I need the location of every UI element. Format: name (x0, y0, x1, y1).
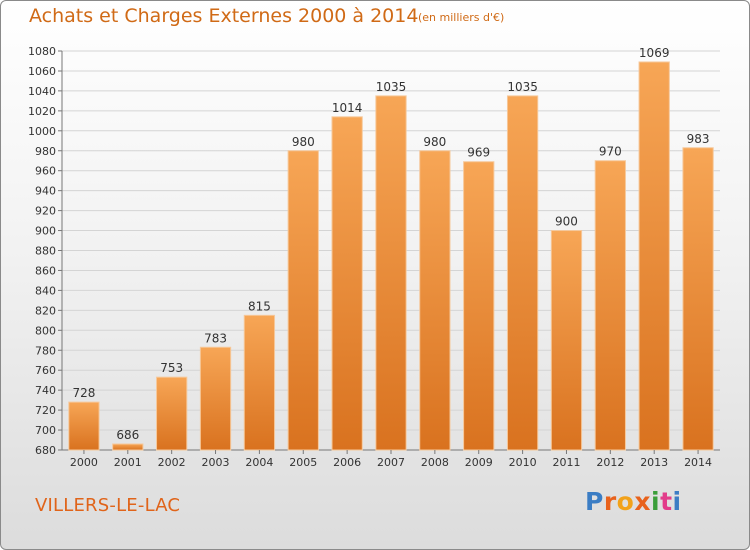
y-tick-label: 820 (35, 304, 56, 317)
y-tick-label: 1040 (28, 85, 56, 98)
bar-value-label: 815 (248, 299, 271, 313)
x-tick-label: 2002 (158, 456, 186, 469)
logo-letter: o (616, 487, 635, 516)
y-tick-label: 1080 (28, 45, 56, 58)
x-tick-label: 2004 (245, 456, 273, 469)
bar-2003 (199, 346, 232, 451)
x-tick-label: 2014 (684, 456, 712, 469)
bar-value-label: 1035 (376, 80, 407, 94)
y-tick-label: 760 (35, 364, 56, 377)
logo-letter: P (585, 487, 604, 516)
bar-value-label: 969 (467, 146, 490, 160)
y-tick-label: 780 (35, 344, 56, 357)
x-axis-ticks: 2000 2001 2002 2003 2004 2005 2006 2007 2008 2009… (70, 450, 712, 469)
bar-2005 (287, 150, 319, 451)
y-tick-label: 940 (35, 185, 56, 198)
bar-2014 (682, 147, 714, 451)
bar-value-label: 970 (599, 145, 622, 159)
y-tick-label: 700 (35, 424, 56, 437)
x-tick-label: 2003 (202, 456, 230, 469)
x-tick-label: 2000 (70, 456, 98, 469)
y-tick-label: 980 (35, 145, 56, 158)
y-tick-label: 900 (35, 225, 56, 238)
x-tick-label: 2008 (421, 456, 449, 469)
bar-2009 (463, 161, 495, 451)
y-tick-label: 740 (35, 384, 56, 397)
y-tick-label: 1020 (28, 105, 56, 118)
y-tick-label: 920 (35, 205, 56, 218)
bar-value-label: 728 (72, 386, 95, 400)
bar-2001 (112, 443, 144, 451)
bar-2007 (375, 95, 407, 451)
bar-2000 (68, 401, 100, 451)
x-tick-label: 2013 (640, 456, 668, 469)
y-tick-label: 1000 (28, 125, 56, 138)
bar-value-label: 1014 (332, 101, 363, 115)
y-axis-ticks: 680 700 720 740 760 780 800 820 840 860 880 900 920 9… (28, 45, 720, 457)
bar-value-label: 1069 (639, 46, 670, 60)
bar-2006 (331, 116, 363, 451)
bar-value-label: 686 (116, 428, 139, 442)
logo-letter: t (660, 487, 673, 516)
bar-2002 (156, 376, 188, 451)
logo-letter: i (651, 487, 661, 516)
bar-2012 (594, 160, 626, 451)
bar-value-label: 980 (292, 135, 315, 149)
bar-value-label: 1035 (507, 80, 538, 94)
bar-value-label: 980 (423, 135, 446, 149)
y-tick-label: 960 (35, 165, 56, 178)
logo-letter: x (634, 487, 651, 516)
y-tick-label: 840 (35, 284, 56, 297)
logo-letter: i (672, 487, 682, 516)
data-labels: 728 686 753 783 815 980 1014 1035 980 969 1035 900 9… (72, 46, 709, 442)
bar-2008 (419, 150, 451, 451)
bar-value-label: 783 (204, 331, 227, 345)
bar-2004 (243, 314, 276, 451)
x-tick-label: 2005 (289, 456, 317, 469)
x-tick-label: 2010 (509, 456, 537, 469)
bars (68, 61, 714, 451)
chart-title: Achats et Charges Externes 2000 à 2014 (29, 5, 419, 27)
x-tick-label: 2011 (552, 456, 580, 469)
y-tick-label: 880 (35, 245, 56, 258)
y-tick-label: 1060 (28, 65, 56, 78)
y-tick-label: 860 (35, 264, 56, 277)
x-tick-label: 2012 (596, 456, 624, 469)
proxiti-logo: Proxiti (585, 487, 682, 516)
y-tick-label: 720 (35, 404, 56, 417)
x-tick-label: 2007 (377, 456, 405, 469)
bar-2013 (638, 61, 670, 451)
logo-letter: r (603, 487, 617, 516)
x-tick-label: 2001 (114, 456, 142, 469)
bar-value-label: 983 (687, 132, 710, 146)
y-tick-label: 680 (35, 444, 56, 457)
bar-2010 (506, 95, 539, 451)
bar-2011 (550, 230, 583, 451)
chart-unit: (en milliers d'€) (418, 11, 505, 24)
x-tick-label: 2006 (333, 456, 361, 469)
bar-value-label: 753 (160, 361, 183, 375)
city-name: VILLERS-LE-LAC (35, 495, 181, 516)
x-tick-label: 2009 (465, 456, 493, 469)
y-tick-label: 800 (35, 324, 56, 337)
bar-value-label: 900 (555, 215, 578, 229)
